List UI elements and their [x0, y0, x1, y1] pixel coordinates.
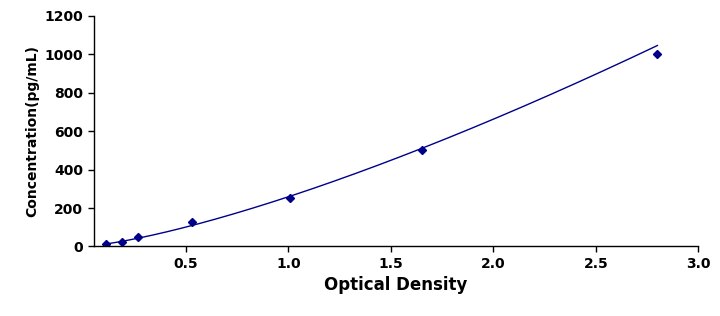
X-axis label: Optical Density: Optical Density	[324, 276, 468, 295]
Y-axis label: Concentration(pg/mL): Concentration(pg/mL)	[25, 45, 39, 217]
